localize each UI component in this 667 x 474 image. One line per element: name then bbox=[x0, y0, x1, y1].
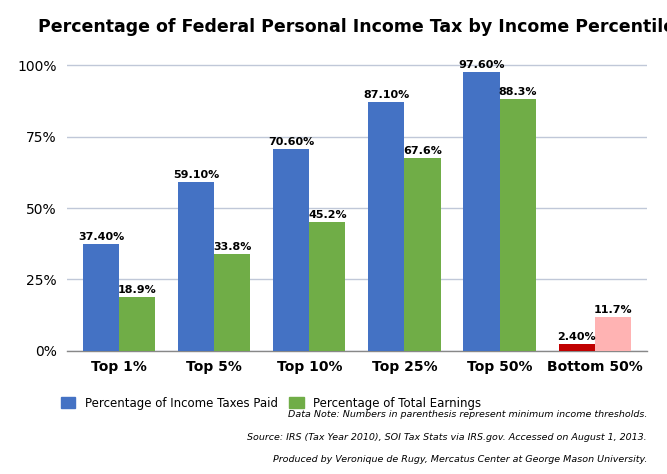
Bar bbox=[119, 297, 155, 351]
Text: 33.8%: 33.8% bbox=[213, 242, 251, 252]
Bar bbox=[273, 149, 309, 351]
Bar bbox=[558, 344, 595, 351]
Bar bbox=[464, 73, 500, 351]
Text: 88.3%: 88.3% bbox=[498, 87, 537, 97]
Bar bbox=[178, 182, 214, 351]
Text: 59.10%: 59.10% bbox=[173, 170, 219, 180]
Text: 37.40%: 37.40% bbox=[78, 232, 124, 242]
Text: 97.60%: 97.60% bbox=[458, 60, 505, 70]
Text: 18.9%: 18.9% bbox=[117, 284, 157, 294]
Bar bbox=[500, 99, 536, 351]
Bar bbox=[595, 318, 631, 351]
Text: Produced by Veronique de Rugy, Mercatus Center at George Mason University.: Produced by Veronique de Rugy, Mercatus … bbox=[273, 455, 647, 464]
Bar bbox=[368, 102, 404, 351]
Bar bbox=[309, 222, 346, 351]
Text: 45.2%: 45.2% bbox=[308, 210, 347, 219]
Bar bbox=[404, 158, 441, 351]
Text: 67.6%: 67.6% bbox=[403, 146, 442, 155]
Bar bbox=[214, 255, 250, 351]
Text: Data Note: Numbers in parenthesis represent minimum income thresholds.: Data Note: Numbers in parenthesis repres… bbox=[287, 410, 647, 419]
Title: Percentage of Federal Personal Income Tax by Income Percentile: Percentage of Federal Personal Income Ta… bbox=[38, 18, 667, 36]
Text: 87.10%: 87.10% bbox=[364, 90, 410, 100]
Text: 70.60%: 70.60% bbox=[268, 137, 314, 147]
Bar bbox=[83, 244, 119, 351]
Text: Source: IRS (Tax Year 2010), SOI Tax Stats via IRS.gov. Accessed on August 1, 20: Source: IRS (Tax Year 2010), SOI Tax Sta… bbox=[247, 433, 647, 442]
Legend: Percentage of Income Taxes Paid, Percentage of Total Earnings: Percentage of Income Taxes Paid, Percent… bbox=[61, 397, 481, 410]
Text: 2.40%: 2.40% bbox=[558, 332, 596, 342]
Text: 11.7%: 11.7% bbox=[594, 305, 632, 315]
